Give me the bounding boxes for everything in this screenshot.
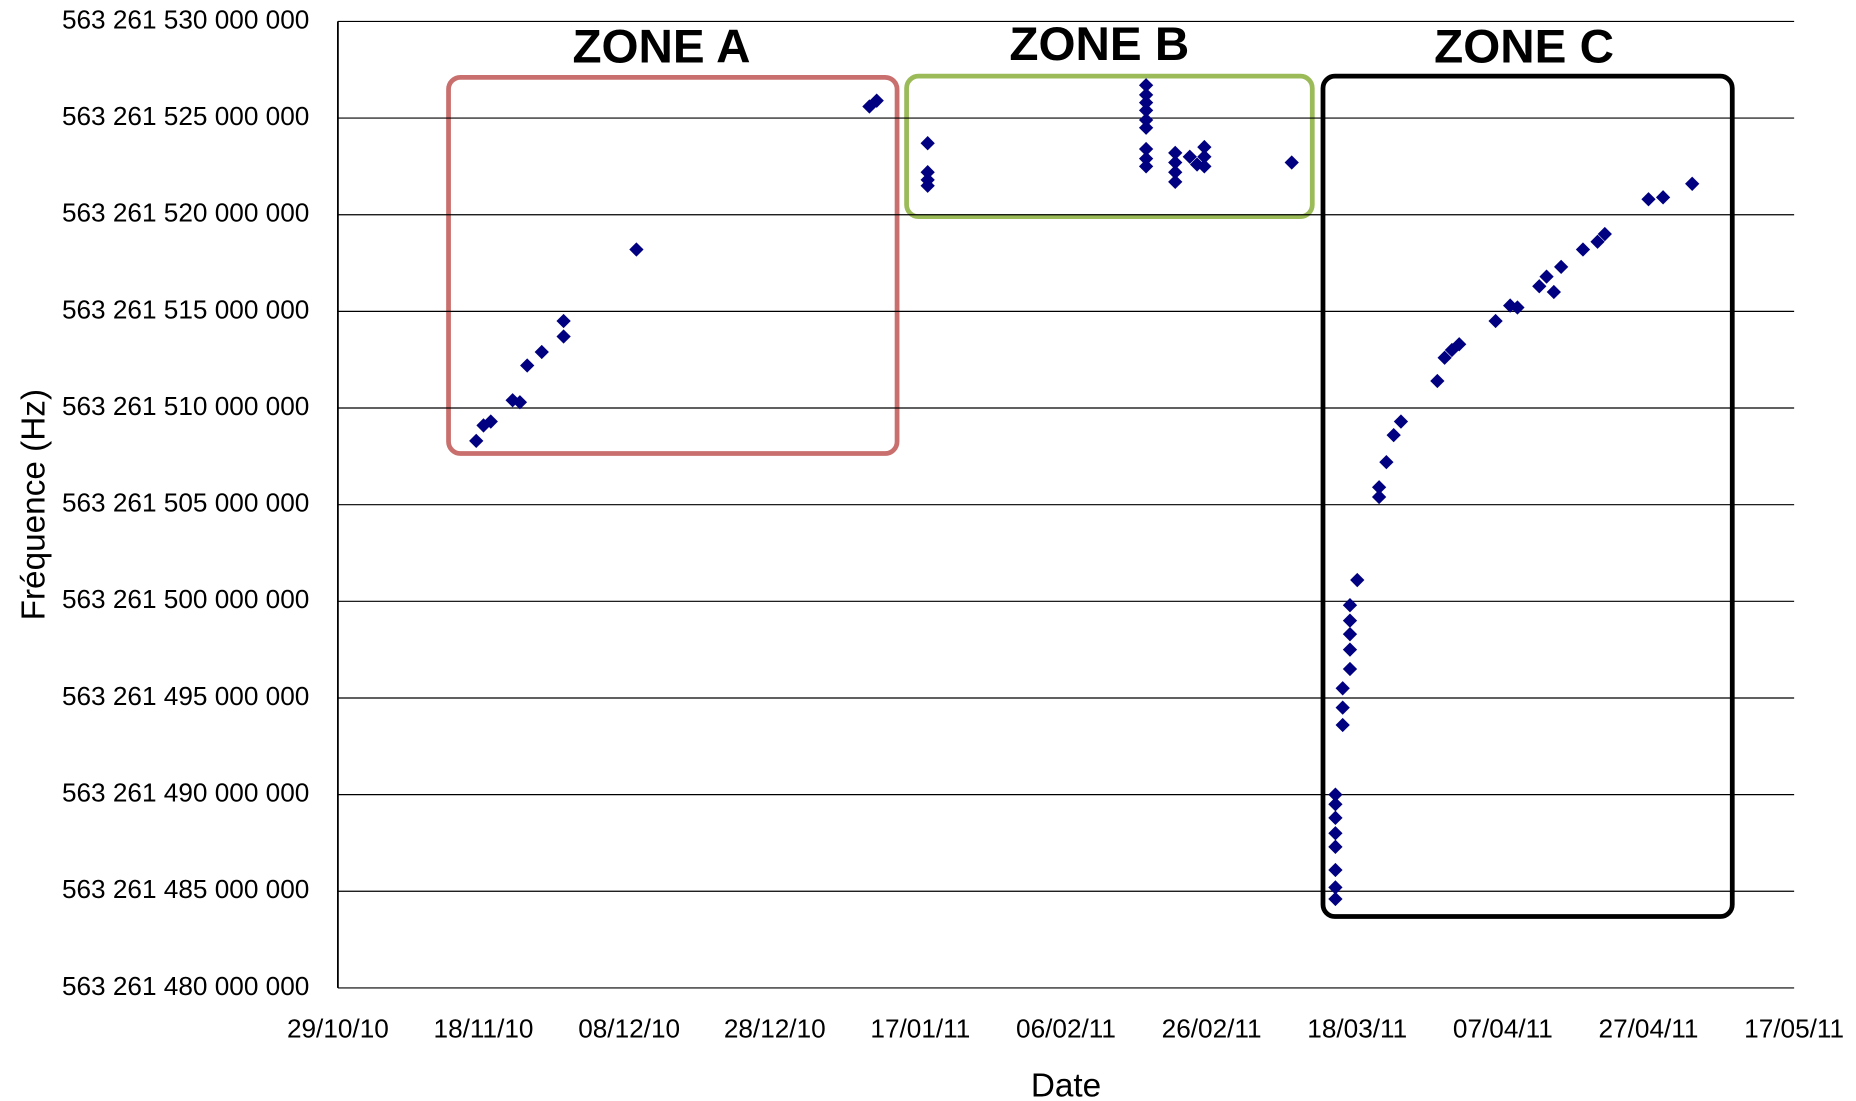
point xyxy=(1335,717,1350,733)
point xyxy=(869,93,884,108)
point xyxy=(1328,787,1343,802)
point xyxy=(1590,234,1605,249)
y-tick-label: 563 261 500 000 000 xyxy=(62,584,309,614)
y-tick-label: 563 261 530 000 000 xyxy=(62,4,309,34)
point xyxy=(1437,350,1452,365)
point xyxy=(469,433,484,449)
x-tick-label: 07/04/11 xyxy=(1453,1014,1553,1044)
point xyxy=(1575,242,1591,257)
point xyxy=(1386,427,1401,443)
point xyxy=(1328,797,1343,812)
x-tick-label: 27/04/11 xyxy=(1599,1014,1699,1044)
y-tick-label: 563 261 480 000 000 xyxy=(62,971,309,1001)
point xyxy=(1328,810,1343,825)
point xyxy=(1342,627,1358,642)
point xyxy=(1488,313,1503,329)
point xyxy=(1138,120,1154,135)
y-tick-label: 563 261 510 000 000 xyxy=(62,391,309,421)
x-tick-label: 17/01/11 xyxy=(870,1014,970,1044)
point xyxy=(1430,373,1445,389)
y-tick-label: 563 261 485 000 000 xyxy=(62,874,309,904)
y-tick-label: 563 261 490 000 000 xyxy=(62,778,309,808)
point xyxy=(1685,176,1700,191)
y-tick-label: 563 261 505 000 000 xyxy=(62,488,309,518)
point xyxy=(920,136,935,151)
point xyxy=(1328,891,1343,907)
point xyxy=(1452,337,1467,352)
point xyxy=(1328,826,1343,841)
x-axis-label: Date xyxy=(1031,1068,1101,1101)
y-tick-label: 563 261 525 000 000 xyxy=(62,101,309,131)
point xyxy=(920,165,935,180)
x-tick-label: 08/12/10 xyxy=(578,1014,680,1044)
x-tick-label: 18/11/10 xyxy=(434,1014,534,1044)
point xyxy=(1197,159,1212,174)
x-tick-label: 28/12/10 xyxy=(724,1014,826,1044)
point xyxy=(1328,880,1343,895)
zone-c-box xyxy=(1320,73,1735,919)
x-tick-label: 29/10/10 xyxy=(287,1014,389,1044)
x-tick-label: 06/02/11 xyxy=(1016,1014,1116,1044)
y-axis-label: Fréquence (Hz) xyxy=(15,389,52,620)
point xyxy=(1284,155,1299,170)
point xyxy=(1342,613,1358,628)
point xyxy=(1379,455,1394,470)
point xyxy=(1335,681,1350,696)
point xyxy=(1328,862,1343,878)
zone-label: ZONE A xyxy=(572,21,750,74)
point xyxy=(1342,661,1358,677)
zone-label: ZONE C xyxy=(1434,21,1614,74)
y-tick-label: 563 261 495 000 000 xyxy=(62,681,309,711)
point xyxy=(1393,414,1409,429)
x-tick-label: 26/02/11 xyxy=(1162,1014,1262,1044)
point xyxy=(629,242,644,257)
point xyxy=(534,344,549,360)
point xyxy=(1197,139,1212,155)
x-tick-label: 17/05/11 xyxy=(1744,1014,1844,1044)
point xyxy=(1371,480,1387,495)
point xyxy=(1510,300,1525,315)
point xyxy=(1371,489,1387,505)
y-tick-label: 563 261 515 000 000 xyxy=(62,294,309,324)
point xyxy=(556,313,571,329)
point xyxy=(1328,839,1343,854)
point xyxy=(1168,174,1183,190)
x-tick-label: 18/03/11 xyxy=(1307,1014,1407,1044)
point xyxy=(1546,284,1561,300)
point xyxy=(1342,598,1358,613)
point xyxy=(1641,192,1656,207)
point xyxy=(1342,642,1358,657)
zone-label: ZONE B xyxy=(1009,18,1189,71)
zone-a-box xyxy=(446,74,900,456)
zone-b-box xyxy=(904,73,1315,220)
point xyxy=(920,178,935,193)
point xyxy=(1350,572,1365,588)
point xyxy=(1655,190,1671,205)
point xyxy=(1553,259,1569,275)
point xyxy=(483,414,498,429)
point xyxy=(1138,159,1154,174)
point xyxy=(520,358,535,373)
y-tick-label: 563 261 520 000 000 xyxy=(62,198,309,228)
point xyxy=(1597,226,1612,242)
point xyxy=(1335,700,1350,715)
point xyxy=(556,329,571,344)
